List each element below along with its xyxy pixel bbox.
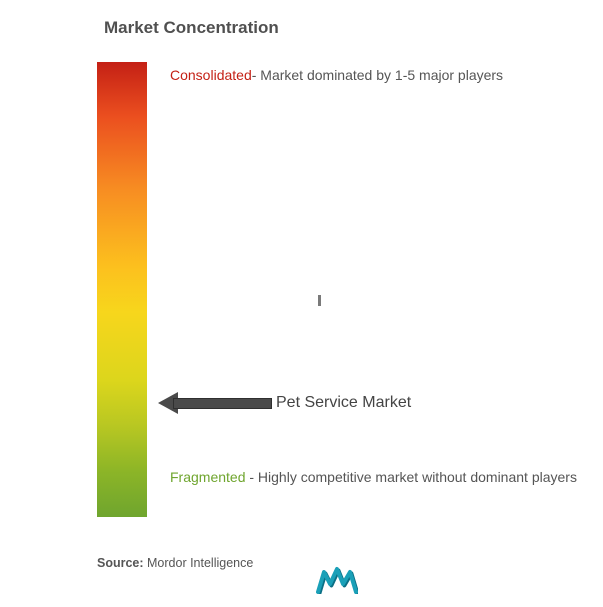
consolidated-description: - Market dominated by 1-5 major players [252, 67, 503, 83]
market-position-arrow [160, 392, 272, 415]
infographic-root: Market Concentration Consolidated- Marke… [0, 0, 603, 607]
consolidated-annotation: Consolidated- Market dominated by 1-5 ma… [170, 66, 503, 85]
page-title: Market Concentration [104, 18, 279, 38]
source-line: Source: Mordor Intelligence [97, 556, 253, 570]
fragmented-description: - Highly competitive market without domi… [245, 469, 576, 485]
fragmented-keyword: Fragmented [170, 469, 245, 485]
market-label: Pet Service Market [276, 394, 411, 412]
concentration-gradient-bar [97, 62, 147, 517]
source-label: Source: [97, 556, 144, 570]
midpoint-tick [318, 295, 321, 306]
mordor-logo-icon [316, 566, 358, 594]
consolidated-keyword: Consolidated [170, 67, 252, 83]
source-value: Mordor Intelligence [144, 556, 254, 570]
arrow-shaft [173, 398, 272, 409]
fragmented-annotation: Fragmented - Highly competitive market w… [170, 464, 595, 491]
